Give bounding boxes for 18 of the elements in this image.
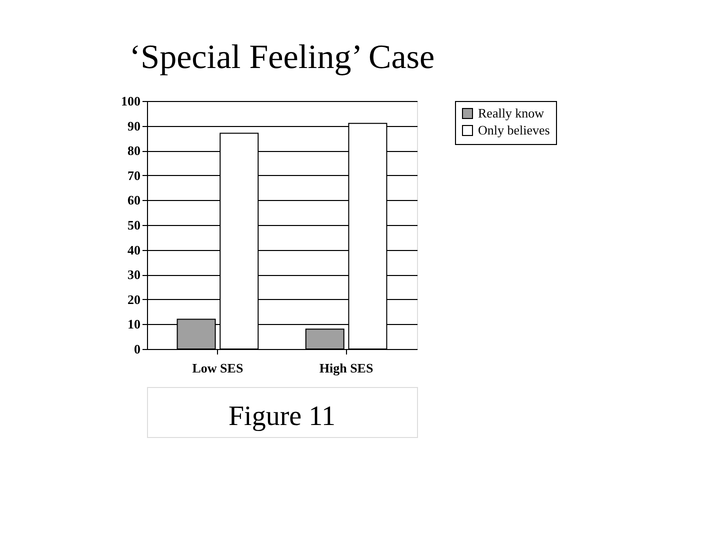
bar <box>305 328 344 350</box>
y-tick-label: 60 <box>128 192 140 208</box>
y-tick-label: 30 <box>128 267 140 282</box>
y-tick-label: 80 <box>128 143 140 158</box>
x-tick-label: Low SES <box>192 360 244 376</box>
legend-label: Only believes <box>478 122 550 138</box>
chart-title: ‘Special Feeling’ Case <box>129 39 435 76</box>
y-tick-label: 20 <box>128 292 140 307</box>
y-tick-label: 70 <box>128 168 140 183</box>
y-tick-label: 40 <box>128 242 140 258</box>
y-tick-label: 100 <box>121 94 140 108</box>
y-tick-label: 10 <box>128 316 140 332</box>
y-tick-label: 90 <box>128 118 140 134</box>
legend-label: Really know <box>478 106 545 120</box>
caption: Figure 11 <box>228 401 336 432</box>
y-tick-label: 50 <box>128 218 140 232</box>
y-tick-label: 0 <box>134 342 140 356</box>
x-tick-label: High SES <box>319 360 374 376</box>
